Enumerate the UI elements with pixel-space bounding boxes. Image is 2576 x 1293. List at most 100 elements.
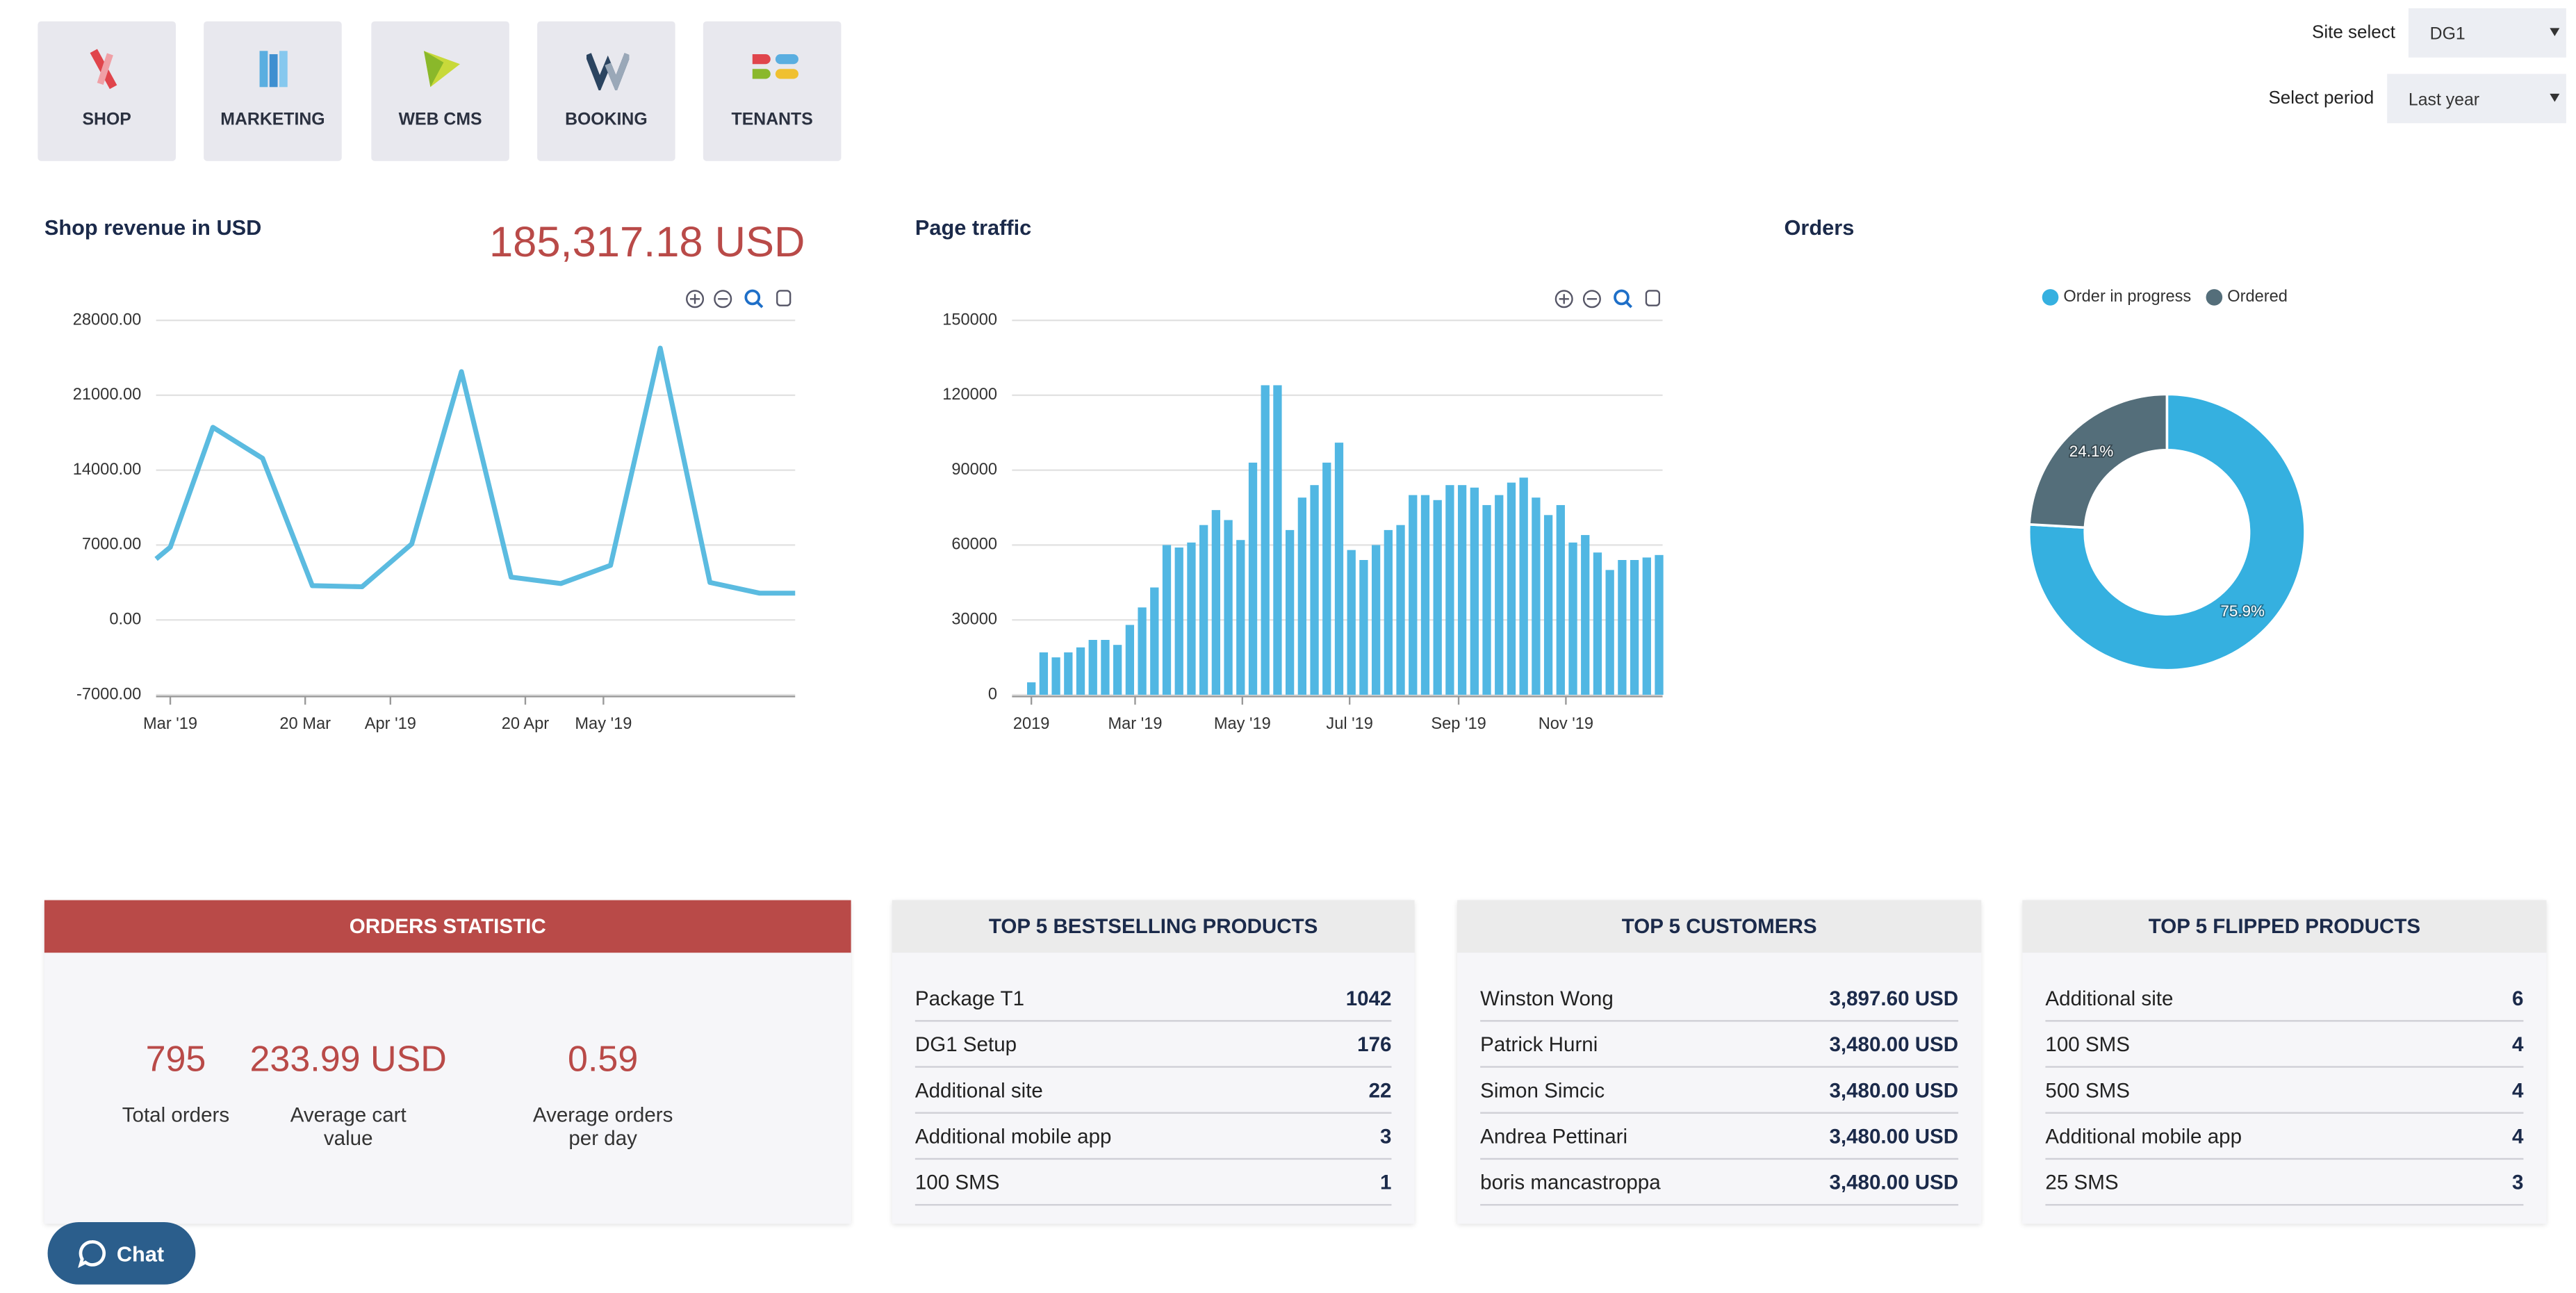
bar [1568, 542, 1577, 695]
bar [1409, 495, 1418, 695]
site-select-value: DG1 [2429, 24, 2466, 44]
bar [1125, 625, 1135, 695]
bar [1285, 529, 1295, 695]
bar [1581, 535, 1590, 695]
row-value: 1 [1380, 1171, 1392, 1194]
bar [1507, 482, 1516, 695]
period-select[interactable]: Last year [2387, 74, 2566, 124]
legend-label: Ordered [2227, 288, 2288, 306]
bar [1532, 497, 1541, 695]
bar [1556, 504, 1565, 695]
stat: 233.99 USD Average cart value [249, 1038, 447, 1150]
bar [1236, 540, 1245, 695]
stat-label: Average cart value [290, 1103, 407, 1150]
chart-title: Orders [1784, 215, 1855, 240]
nav-label: TENANTS [731, 110, 813, 130]
row-name: Andrea Pettinari [1480, 1125, 1628, 1148]
chat-button[interactable]: Chat [47, 1221, 196, 1285]
row-value: 3 [2511, 1171, 2524, 1194]
row-value: 4 [2511, 1033, 2524, 1057]
bar [1113, 645, 1122, 695]
row-value: 3,897.60 USD [1829, 987, 1959, 1010]
bar [1273, 385, 1282, 695]
table-row: 25 SMS 3 [2045, 1158, 2524, 1206]
row-name: Additional mobile app [2045, 1125, 2242, 1148]
bar [1470, 487, 1479, 695]
y-tick-label: 28000.00 [73, 311, 142, 329]
period-select-value: Last year [2408, 90, 2480, 110]
x-tick-label: May '19 [575, 715, 632, 733]
dropdown-arrow [2550, 28, 2560, 37]
revenue-line [154, 345, 796, 596]
bar [1420, 495, 1430, 695]
stat-value: 233.99 USD [249, 1038, 447, 1080]
bar [1322, 462, 1331, 695]
site-select-label: Site select [2312, 23, 2396, 43]
bar [1519, 477, 1528, 695]
table-row: Additional site 22 [914, 1066, 1392, 1114]
table-row: 100 SMS 4 [2045, 1020, 2524, 1068]
table-row: Patrick Hurni 3,480.00 USD [1480, 1020, 1959, 1068]
booking-icon [586, 53, 630, 91]
table-row: 100 SMS 1 [914, 1158, 1392, 1206]
zoom-toolbar [686, 289, 1661, 308]
bar [1359, 560, 1368, 695]
card-header: TOP 5 CUSTOMERS [1457, 900, 1982, 953]
table-row: DG1 Setup 176 [914, 1020, 1392, 1068]
bar [1101, 639, 1110, 695]
bar [1138, 607, 1147, 695]
legend-label: Order in progress [2063, 288, 2191, 306]
marketing-icon [259, 51, 288, 88]
card-header: TOP 5 BESTSELLING PRODUCTS [892, 900, 1415, 953]
nav-tile[interactable]: TENANTS [703, 21, 842, 161]
bar [1211, 510, 1221, 695]
y-tick-label: 0.00 [109, 610, 141, 628]
row-name: Package T1 [914, 987, 1025, 1010]
nav-tile[interactable]: SHOP [38, 21, 176, 161]
card-header: ORDERS STATISTIC [44, 900, 851, 953]
bar [1150, 587, 1159, 695]
bar [1482, 504, 1491, 695]
bar [1457, 485, 1467, 695]
stat-value: 795 [145, 1038, 206, 1080]
row-value: 6 [2511, 987, 2524, 1010]
nav-tile[interactable]: WEB CMS [371, 21, 509, 161]
y-tick-label: -7000.00 [76, 685, 141, 703]
slice-label: 24.1% [2069, 443, 2114, 460]
tenants-icon [752, 54, 799, 79]
nav-tile[interactable]: MARKETING [204, 21, 342, 161]
chart-title: Shop revenue in USD [44, 215, 262, 240]
row-name: 100 SMS [2045, 1033, 2131, 1057]
row-name: Patrick Hurni [1480, 1033, 1598, 1057]
nav-tile[interactable]: BOOKING [537, 21, 675, 161]
table-row: Additional site 6 [2045, 974, 2524, 1022]
row-name: boris mancastroppa [1480, 1171, 1661, 1194]
bar [1543, 515, 1553, 695]
row-name: 25 SMS [2045, 1171, 2119, 1194]
stat-label: Total orders [122, 1103, 230, 1127]
bar [1445, 485, 1454, 695]
site-select[interactable]: DG1 [2408, 8, 2566, 58]
bar [1199, 525, 1208, 695]
table-row: Winston Wong 3,897.60 USD [1480, 974, 1959, 1022]
y-tick-label: 21000.00 [73, 386, 142, 404]
row-name: DG1 Setup [914, 1033, 1017, 1057]
card-header: TOP 5 FLIPPED PRODUCTS [2022, 900, 2547, 953]
bar [1371, 545, 1381, 695]
legend-marker [2042, 289, 2059, 306]
bar [1334, 443, 1344, 695]
row-value: 4 [2511, 1125, 2524, 1148]
row-value: 1042 [1345, 987, 1392, 1010]
bar [1187, 542, 1196, 695]
x-tick-label: May '19 [1214, 715, 1271, 733]
y-tick-label: 150000 [942, 311, 997, 329]
row-value: 3,480.00 USD [1829, 1033, 1959, 1057]
stat: 795 Total orders [77, 1038, 274, 1127]
period-select-label: Select period [2268, 88, 2374, 109]
table-row: Simon Simcic 3,480.00 USD [1480, 1066, 1959, 1114]
bar [1655, 554, 1664, 695]
row-name: 100 SMS [914, 1171, 1000, 1194]
